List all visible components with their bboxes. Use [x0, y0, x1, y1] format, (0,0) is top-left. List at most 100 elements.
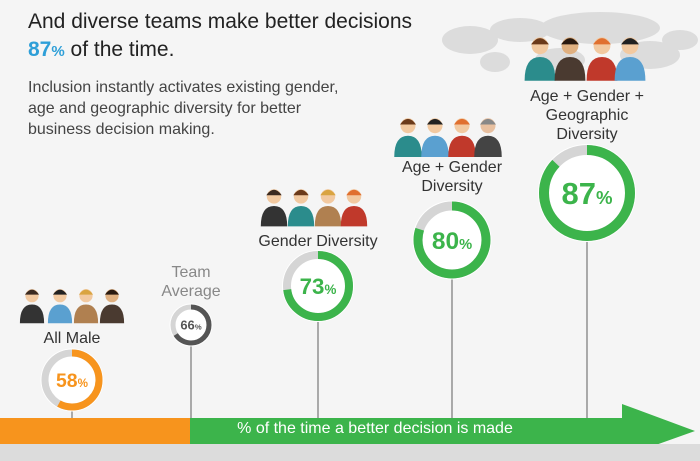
donut-all-male: 58%	[40, 348, 104, 418]
donut-value: 58%	[56, 370, 89, 392]
person-body	[614, 57, 646, 81]
person-hair	[266, 189, 282, 196]
person-hair	[346, 189, 362, 196]
person-icon	[524, 37, 556, 81]
donut-arc	[170, 304, 212, 346]
donut-value: 87%	[562, 176, 613, 211]
donut-value: 66%	[180, 318, 201, 333]
label-team-average: Team Average	[161, 264, 221, 300]
person-icon	[394, 118, 422, 157]
person-hair	[561, 38, 579, 45]
person-body	[47, 304, 73, 324]
label-gender-diversity: Gender Diversity	[258, 233, 378, 250]
person-icon	[614, 37, 646, 81]
label-age-gender: Age + Gender Diversity	[401, 159, 503, 195]
donut-bg	[169, 303, 213, 347]
green-arrow-bar	[190, 404, 695, 457]
map-landmass	[540, 12, 660, 44]
value-number: 87	[562, 176, 596, 211]
axis-label: % of the time a better decision is made	[237, 420, 513, 437]
highlight-unit: %	[51, 43, 65, 60]
person-icon	[340, 189, 368, 227]
donut-arc	[413, 201, 491, 279]
donut-value: 80%	[432, 228, 472, 255]
person-hair	[480, 118, 496, 125]
label-age-gender-geo: Age + Gender + Geographic Diversity	[530, 88, 644, 143]
donut-bg	[40, 348, 104, 412]
headline-rest: of the time.	[64, 38, 175, 61]
value-unit: %	[459, 237, 472, 253]
person-hair	[621, 38, 639, 45]
person-icon	[474, 118, 502, 157]
person-icon	[47, 289, 73, 324]
person-body	[421, 135, 449, 157]
person-hair	[454, 118, 470, 125]
headline-line2: 87% of the time.	[28, 38, 174, 62]
person-icon	[19, 289, 45, 324]
person-icon	[260, 189, 288, 227]
four-men-icon	[19, 289, 125, 324]
person-hair	[293, 189, 309, 196]
person-hair	[320, 189, 336, 196]
person-icon	[287, 189, 315, 227]
person-hair	[400, 118, 416, 125]
donut-value: 73%	[300, 274, 337, 299]
donut-team-average: 66%	[169, 303, 213, 418]
value-unit: %	[596, 187, 613, 208]
map-landmass	[442, 26, 498, 54]
donut-age-gender-geographic-diversity: 87%	[538, 144, 636, 418]
person-body	[448, 135, 476, 157]
global-team-world-map-icon	[524, 37, 646, 81]
intro-text: Inclusion instantly activates existing g…	[28, 79, 339, 138]
value-number: 58	[56, 370, 78, 392]
person-body	[99, 304, 125, 324]
headline-line1: And diverse teams make better decisions	[28, 10, 413, 33]
value-number: 80	[432, 228, 459, 255]
person-icon	[554, 37, 586, 81]
donut-arc	[539, 145, 635, 241]
person-hair	[104, 289, 120, 295]
person-body	[19, 304, 45, 324]
donut-bg	[282, 250, 354, 322]
person-icon	[448, 118, 476, 157]
value-unit: %	[78, 377, 89, 390]
map-landmass	[490, 18, 550, 42]
value-unit: %	[195, 323, 202, 332]
value-number: 73	[300, 274, 325, 299]
donut-bg	[538, 144, 636, 242]
person-hair	[52, 289, 68, 295]
donut-age-gender-diversity: 80%	[412, 200, 492, 418]
map-landmass	[480, 52, 510, 72]
person-hair	[78, 289, 94, 295]
donut-gender-diversity: 73%	[282, 250, 354, 418]
value-unit: %	[324, 282, 336, 297]
person-body	[524, 57, 556, 81]
person-icon	[586, 37, 618, 81]
person-hair	[24, 289, 40, 295]
person-icon	[99, 289, 125, 324]
world-map-icon	[442, 12, 698, 72]
person-hair	[427, 118, 443, 125]
person-hair	[531, 38, 549, 45]
donut-bg	[412, 200, 492, 280]
person-body	[474, 135, 502, 157]
person-icon	[314, 189, 342, 227]
person-body	[73, 304, 99, 324]
person-body	[260, 206, 288, 227]
person-icon	[421, 118, 449, 157]
person-body	[394, 135, 422, 157]
headline-highlight: 87%	[28, 38, 65, 61]
person-body	[586, 57, 618, 81]
person-body	[314, 206, 342, 227]
donut-arc	[283, 251, 353, 321]
orange-bar-segment	[0, 418, 190, 444]
person-icon	[73, 289, 99, 324]
bottom-strip	[0, 444, 700, 461]
person-body	[554, 57, 586, 81]
donut-arc	[41, 349, 103, 411]
mixed-age-gender-team-icon	[394, 118, 502, 157]
mixed-gender-team-icon	[260, 189, 368, 227]
map-landmass	[662, 30, 698, 50]
person-body	[340, 206, 368, 227]
